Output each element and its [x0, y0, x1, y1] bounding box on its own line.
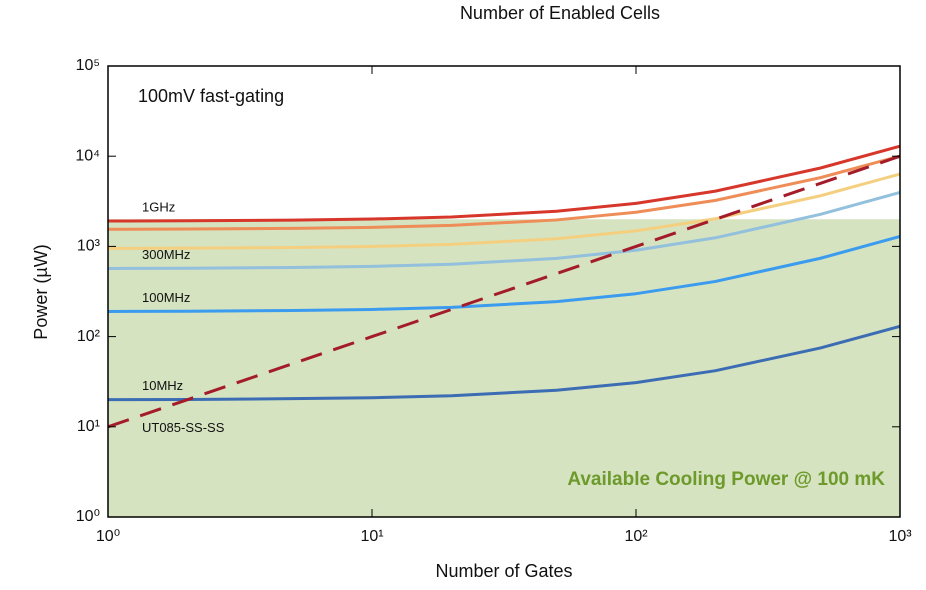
x-tick-label: 10⁰ — [96, 528, 120, 545]
region-label: Available Cooling Power @ 100 mK — [567, 469, 885, 490]
series-line — [107, 190, 901, 270]
y-tick-label: 10² — [77, 328, 101, 345]
x-tick-label: 10³ — [888, 528, 912, 545]
series-label: 100MHz — [142, 290, 190, 305]
y-tick-label: 10³ — [77, 238, 101, 255]
annotation: 100mV fast-gating — [138, 86, 284, 106]
plot-frame — [107, 65, 901, 518]
series-line — [107, 154, 901, 429]
x-axis-label: Number of Gates — [435, 561, 572, 581]
y-axis-label: Power (µW) — [31, 244, 51, 339]
x-tick-label: 10² — [624, 528, 648, 545]
series-line — [107, 154, 901, 231]
series-label: 300MHz — [142, 247, 190, 262]
series-label: 1GHz — [142, 199, 175, 214]
series-line — [107, 172, 901, 250]
series-line — [107, 144, 901, 223]
series-label: 10MHz — [142, 378, 183, 393]
y-tick-label: 10⁴ — [75, 147, 100, 164]
x-tick-label: 10¹ — [360, 528, 383, 545]
series-line — [107, 235, 901, 313]
y-tick-label: 10⁰ — [76, 508, 100, 525]
chart-title: Number of Enabled Cells — [460, 3, 660, 23]
series-label: UT085-SS-SS — [142, 420, 225, 435]
series-line — [107, 324, 901, 402]
y-tick-label: 10¹ — [77, 418, 100, 435]
y-tick-label: 10⁵ — [76, 57, 100, 74]
